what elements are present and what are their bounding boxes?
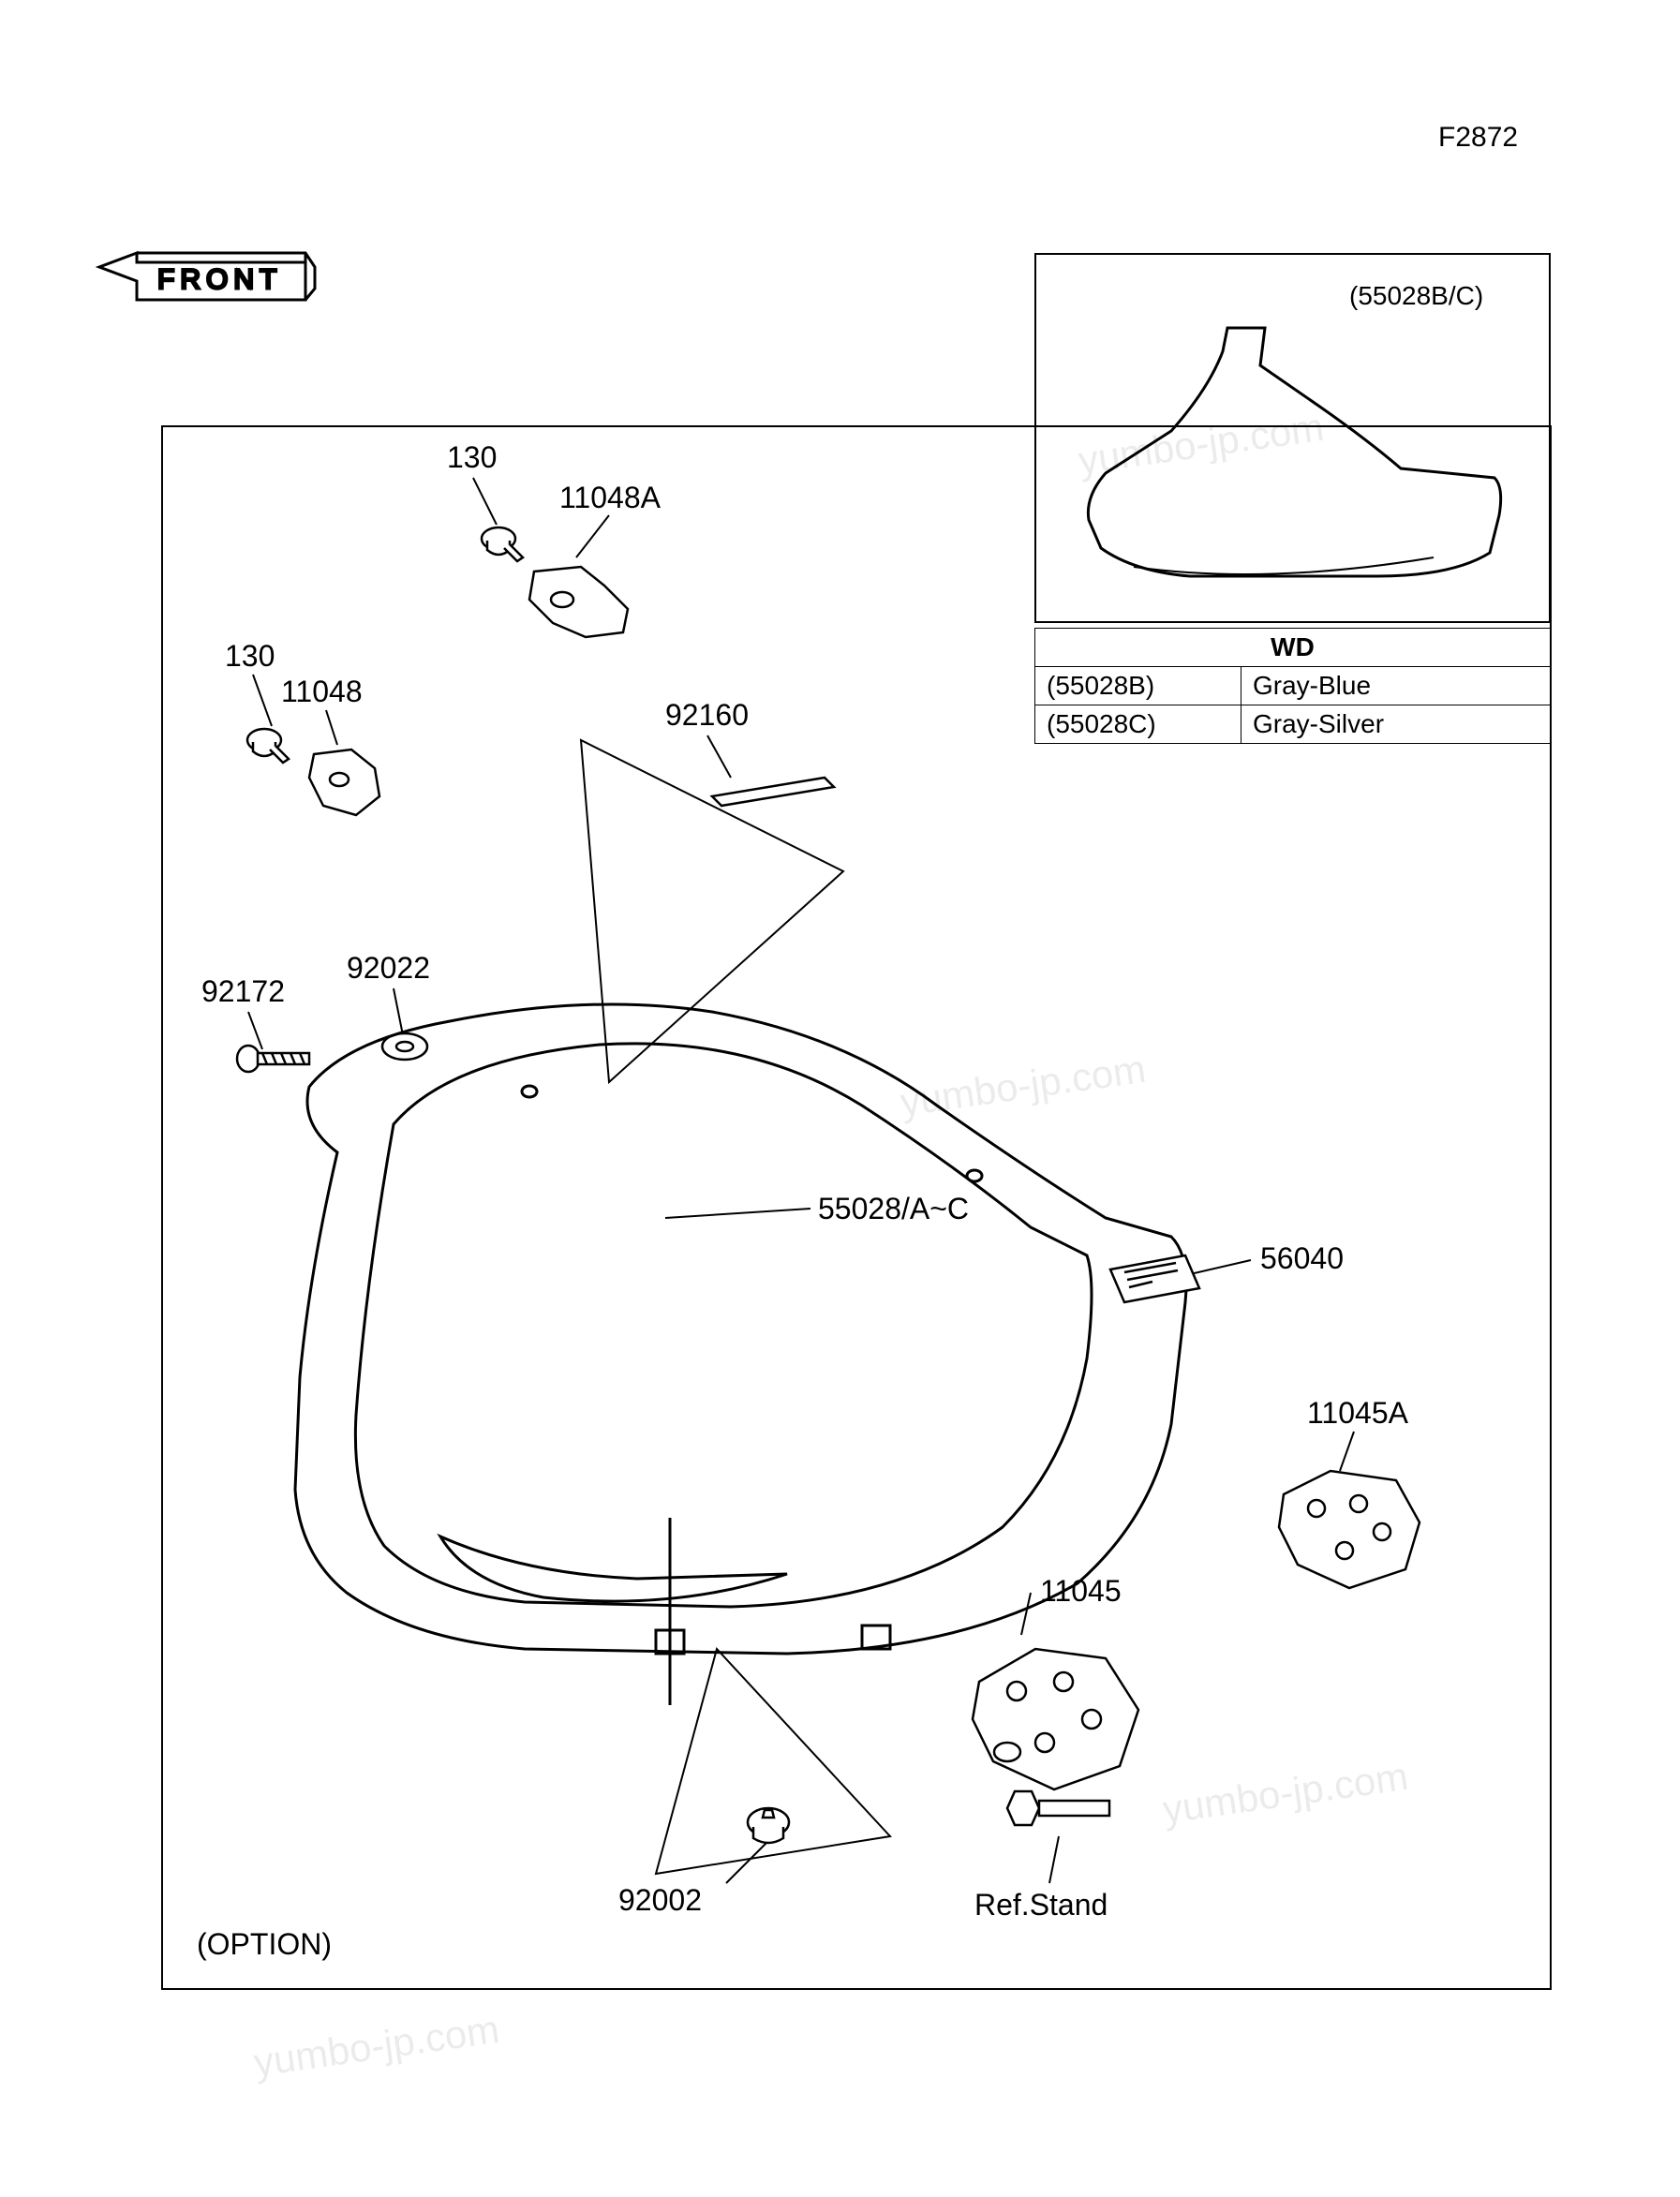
inset-cowling-icon — [1078, 319, 1509, 590]
watermark: yumbo-jp.com — [251, 2007, 502, 2086]
part-label-11048A: 11048A — [559, 481, 661, 515]
part-label-92160: 92160 — [665, 698, 749, 733]
diagram-code: F2872 — [1438, 122, 1518, 154]
ref-stand-label: Ref.Stand — [974, 1888, 1108, 1922]
label-sticker-icon — [1101, 1246, 1209, 1321]
color-table-header: WD — [1035, 629, 1551, 667]
part-label-56040: 56040 — [1260, 1241, 1344, 1276]
part-label-130: 130 — [447, 440, 497, 475]
part-label-11048: 11048 — [281, 675, 363, 709]
color-desc-cell: Gray-Blue — [1241, 667, 1551, 705]
damper-icon — [703, 768, 843, 820]
front-arrow-icon: FRONT — [90, 215, 324, 337]
part-label-92002: 92002 — [618, 1883, 702, 1918]
bolt-icon — [244, 721, 295, 778]
color-code-cell: (55028B) — [1035, 667, 1241, 705]
color-code-cell: (55028C) — [1035, 705, 1241, 744]
cowling-icon — [262, 956, 1199, 1729]
part-label-11045A: 11045A — [1307, 1396, 1408, 1431]
table-row: (55028B) Gray-Blue — [1035, 667, 1551, 705]
color-desc-cell: Gray-Silver — [1241, 705, 1551, 744]
inset-part-label: (55028B/C) — [1349, 281, 1483, 311]
front-text: FRONT — [157, 264, 282, 295]
bracket-icon — [515, 557, 637, 661]
option-label: (OPTION) — [197, 1927, 332, 1962]
bolt-icon — [740, 1799, 801, 1864]
bolt-icon — [998, 1780, 1120, 1841]
color-table: WD (55028B) Gray-Blue (55028C) Gray-Silv… — [1034, 628, 1551, 744]
diagram-container: F2872 FRONT WD (55028B) Gray-Blue (5502 — [0, 0, 1680, 2197]
bracket-icon — [300, 740, 394, 834]
part-label-130: 130 — [225, 639, 275, 674]
table-row: (55028C) Gray-Silver — [1035, 705, 1551, 744]
bracket-icon — [1265, 1457, 1429, 1607]
